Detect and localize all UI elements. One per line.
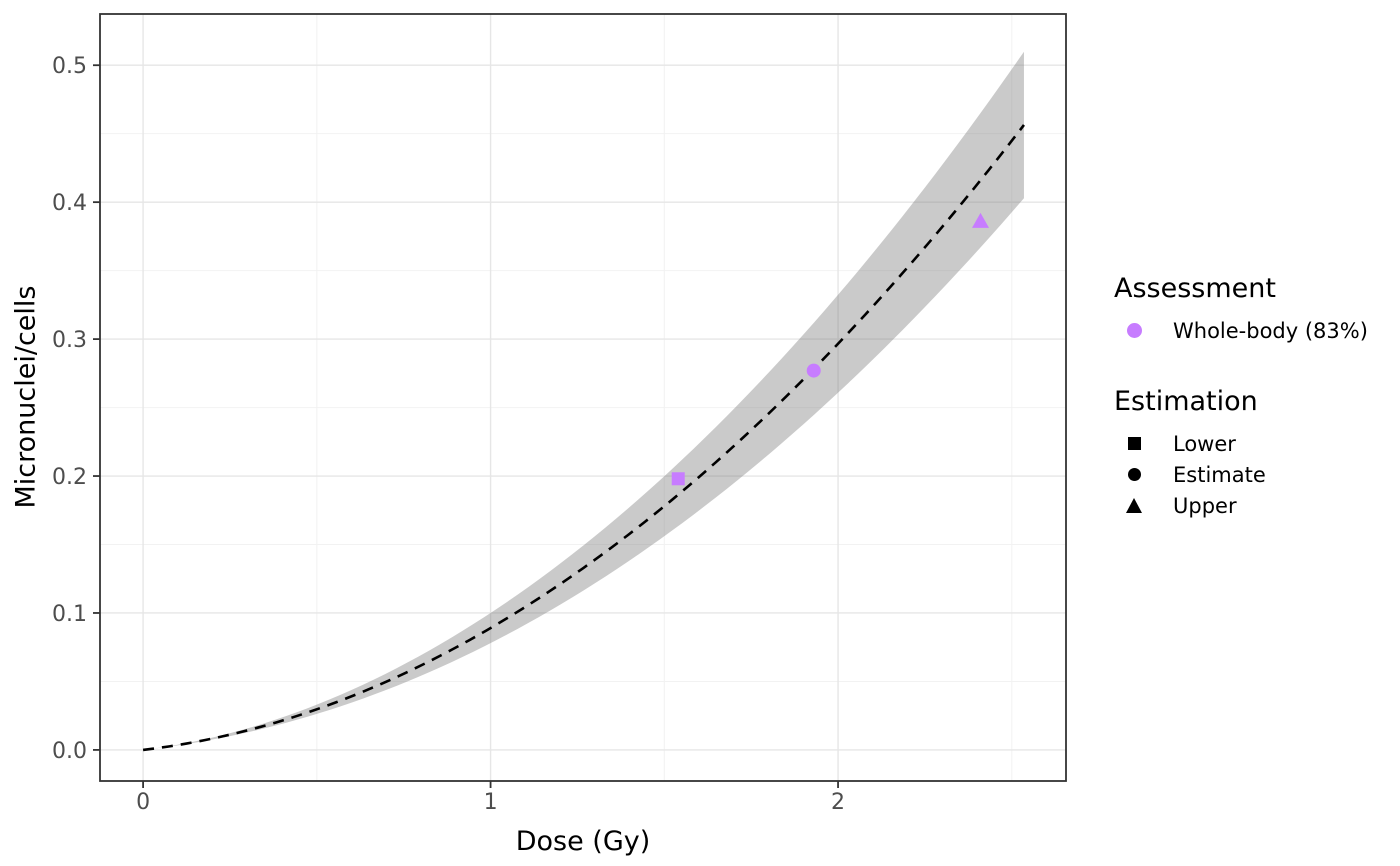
x-axis-title: Dose (Gy) <box>515 826 651 857</box>
legend-title-estimation: Estimation <box>1114 386 1258 417</box>
legend-key <box>1114 323 1154 338</box>
x-tick-label: 0 <box>136 790 150 815</box>
legend-item-estimate: Estimate <box>1114 459 1368 490</box>
y-axis-title: Micronuclei/cells <box>10 285 42 509</box>
point-estimate-circle <box>806 363 821 378</box>
point-upper-triangle <box>972 212 990 228</box>
legend-label-whole-body: Whole-body (83%) <box>1173 318 1368 343</box>
x-tick-label: 1 <box>484 790 498 815</box>
y-tick-label: 0.4 <box>52 191 87 216</box>
y-tick-label: 0.5 <box>52 54 87 79</box>
legend-key <box>1114 437 1154 450</box>
estimate-circle-icon <box>1127 468 1141 481</box>
legend-key <box>1114 468 1154 481</box>
legend-item-whole-body: Whole-body (83%) <box>1114 315 1368 346</box>
legend-label-estimate: Estimate <box>1173 462 1266 487</box>
lower-square-icon <box>1127 437 1141 450</box>
legend-title-assessment: Assessment <box>1114 273 1276 304</box>
legend-label-upper: Upper <box>1173 493 1237 518</box>
legend: Assessment Whole-body (83%) Estimation L… <box>1114 275 1368 521</box>
y-tick-label: 0.1 <box>52 602 87 627</box>
point-lower-square <box>671 472 685 486</box>
legend-label-lower: Lower <box>1173 431 1236 456</box>
y-tick-label: 0.3 <box>52 328 87 353</box>
y-tick-label: 0.2 <box>52 465 87 490</box>
panel-border <box>99 13 1067 782</box>
legend-item-lower: Lower <box>1114 428 1368 459</box>
whole-body-circle-icon <box>1126 323 1142 338</box>
legend-key <box>1114 498 1154 513</box>
y-tick-label: 0.0 <box>52 739 87 764</box>
dose-response-curve <box>142 124 1025 752</box>
panel-background <box>100 14 1066 781</box>
upper-triangle-icon <box>1126 498 1142 513</box>
legend-item-upper: Upper <box>1114 490 1368 521</box>
x-tick-label: 2 <box>831 790 845 815</box>
